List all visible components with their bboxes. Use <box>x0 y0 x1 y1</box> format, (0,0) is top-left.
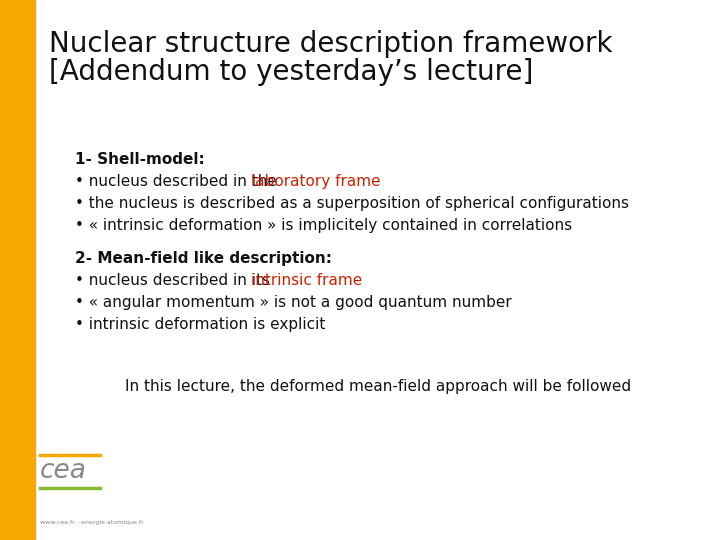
Text: • intrinsic deformation is explicit: • intrinsic deformation is explicit <box>75 317 325 332</box>
Text: www.cea.fr - energie.atomique.fr: www.cea.fr - energie.atomique.fr <box>40 520 143 525</box>
Text: In this lecture, the deformed mean-field approach will be followed: In this lecture, the deformed mean-field… <box>125 379 631 394</box>
Text: • nucleus described in the: • nucleus described in the <box>75 174 282 189</box>
Text: • « intrinsic deformation » is implicitely contained in correlations: • « intrinsic deformation » is implicite… <box>75 218 572 233</box>
Text: cea: cea <box>40 458 86 484</box>
Text: • the nucleus is described as a superposition of spherical configurations: • the nucleus is described as a superpos… <box>75 196 629 211</box>
Text: Nuclear structure description framework: Nuclear structure description framework <box>48 30 612 58</box>
Text: 2- Mean-field like description:: 2- Mean-field like description: <box>75 251 331 266</box>
Text: laboratory frame: laboratory frame <box>251 174 381 189</box>
Text: [Addendum to yesterday’s lecture]: [Addendum to yesterday’s lecture] <box>48 58 533 86</box>
Text: • nucleus described in its: • nucleus described in its <box>75 273 274 288</box>
Bar <box>0 0 35 540</box>
Text: intrinsic frame: intrinsic frame <box>251 273 363 288</box>
Text: 1- Shell-model:: 1- Shell-model: <box>75 152 204 167</box>
Text: • « angular momentum » is not a good quantum number: • « angular momentum » is not a good qua… <box>75 295 511 310</box>
